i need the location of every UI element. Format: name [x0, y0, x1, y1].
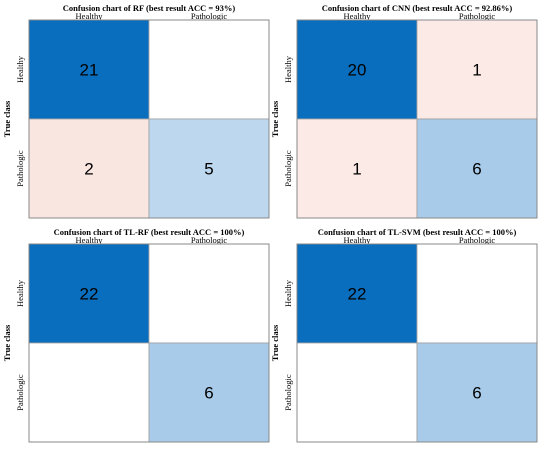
chart-frame [296, 19, 538, 219]
chart-frame [296, 243, 538, 443]
chart-title: Confusion chart of RF (best result ACC =… [63, 3, 236, 13]
row-label: Healthy [15, 55, 25, 83]
column-label: Pathologic [191, 11, 228, 21]
y-axis-label: True class [270, 100, 280, 137]
row-label: Pathologic [283, 150, 293, 187]
y-axis-label: True class [2, 100, 12, 137]
matrix-cell [28, 118, 150, 219]
y-axis-label: True class [270, 324, 280, 361]
chart-frame [28, 19, 270, 219]
cell-value: 1 [472, 61, 481, 80]
row-label: Healthy [283, 55, 293, 83]
cell-value: 6 [472, 160, 481, 179]
cell-value: 21 [80, 61, 99, 80]
matrix-cell [416, 118, 538, 219]
matrix-cell [296, 342, 418, 443]
row-label: Pathologic [15, 374, 25, 411]
chart-title: Confusion chart of TL-SVM (best result A… [318, 227, 517, 237]
column-label: Pathologic [459, 235, 496, 245]
cell-value: 20 [348, 61, 367, 80]
cell-value: 2 [84, 160, 93, 179]
matrix-cell [296, 19, 418, 120]
cell-value: 22 [348, 285, 367, 304]
column-label: Healthy [76, 11, 104, 21]
matrix-cell [148, 19, 270, 120]
matrix-cell [148, 342, 270, 443]
cell-value: 22 [80, 285, 99, 304]
column-label: Pathologic [459, 11, 496, 21]
confusion-chart-4: Confusion chart of TL-SVM (best result A… [270, 227, 538, 443]
matrix-cell [28, 342, 150, 443]
row-label: Healthy [283, 279, 293, 307]
chart-title: Confusion chart of TL-RF (best result AC… [54, 227, 245, 237]
confusion-chart-3: Confusion chart of TL-RF (best result AC… [2, 227, 270, 443]
cell-value: 6 [472, 384, 481, 403]
column-label: Pathologic [191, 235, 228, 245]
confusion-chart-1: Confusion chart of RF (best result ACC =… [2, 3, 270, 219]
column-label: Healthy [344, 235, 372, 245]
column-label: Healthy [344, 11, 372, 21]
cell-value: 1 [352, 160, 361, 179]
cell-value: 5 [204, 160, 213, 179]
matrix-cell [416, 342, 538, 443]
matrix-cell [296, 243, 418, 344]
matrix-cell [28, 19, 150, 120]
y-axis-label: True class [2, 324, 12, 361]
chart-frame [28, 243, 270, 443]
row-label: Pathologic [15, 150, 25, 187]
row-label: Pathologic [283, 374, 293, 411]
matrix-cell [296, 118, 418, 219]
cell-value: 6 [204, 384, 213, 403]
column-label: Healthy [76, 235, 104, 245]
matrix-cell [416, 243, 538, 344]
chart-title: Confusion chart of CNN (best result ACC … [322, 3, 513, 13]
confusion-chart-2: Confusion chart of CNN (best result ACC … [270, 3, 538, 219]
matrix-cell [148, 243, 270, 344]
row-label: Healthy [15, 279, 25, 307]
